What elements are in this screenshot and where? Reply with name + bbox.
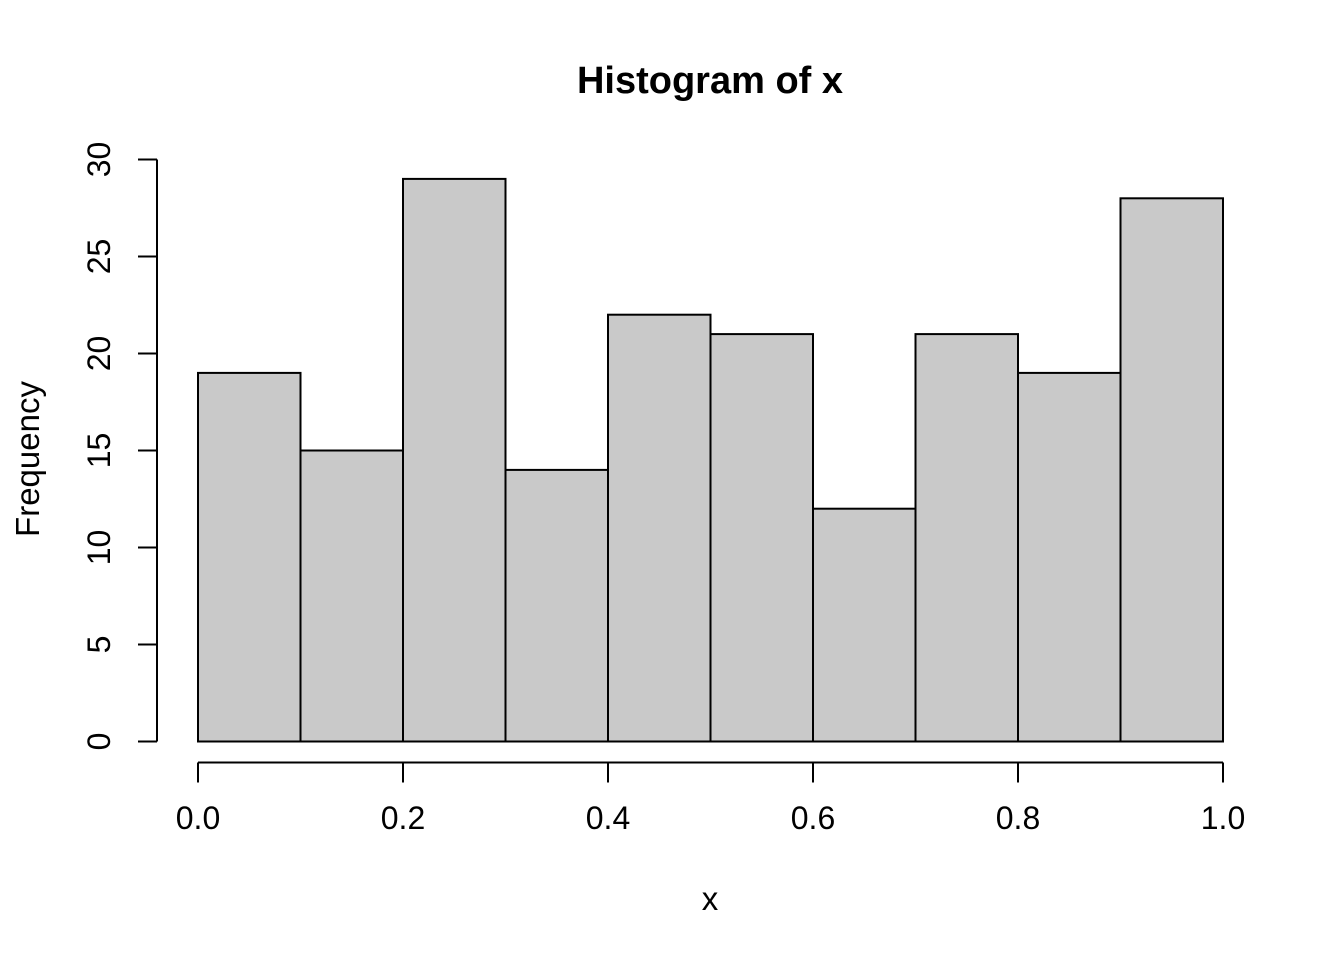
histogram-bar [504, 468, 609, 743]
y-tick-label: 30 [81, 142, 117, 178]
histogram-bar [1119, 197, 1224, 743]
y-axis-label: Frequency [9, 381, 46, 537]
x-tick-label: 0.4 [586, 800, 630, 836]
histogram-bar [402, 177, 507, 743]
y-tick-label: 20 [81, 336, 117, 372]
histogram-bar [914, 333, 1019, 743]
histogram-bar [607, 313, 712, 743]
x-tick-label: 0.2 [381, 800, 425, 836]
histogram-bar [709, 333, 814, 743]
y-tick-label: 0 [81, 733, 117, 751]
histogram-bar [812, 507, 917, 743]
chart-title: Histogram of x [577, 60, 843, 102]
y-tick-label: 15 [81, 433, 117, 469]
histogram-bar [197, 371, 302, 743]
y-tick-label: 25 [81, 239, 117, 275]
x-tick-label: 1.0 [1201, 800, 1245, 836]
y-tick-label: 10 [81, 530, 117, 566]
histogram-bar [1017, 371, 1122, 743]
x-axis-label: x [702, 880, 719, 917]
bars-group [197, 177, 1224, 743]
x-tick-label: 0.8 [996, 800, 1040, 836]
x-tick-label: 0.6 [791, 800, 835, 836]
axes-group: 0 5 10 15 20 25 30 0.0 0.2 0.4 0.6 0.8 1.0 [81, 142, 1245, 836]
x-tick-label: 0.0 [176, 800, 220, 836]
y-tick-label: 5 [81, 636, 117, 654]
histogram-bar [299, 449, 404, 743]
